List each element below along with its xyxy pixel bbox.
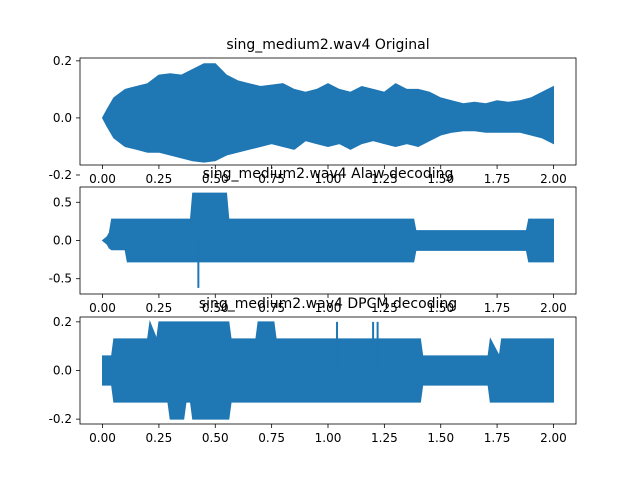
- chart-title-2: sing_medium2.wav4 DPCM decoding: [199, 296, 457, 312]
- y-tick-label-1-0: -0.5: [49, 272, 72, 286]
- x-tick-label-2-2: 0.50: [202, 431, 229, 445]
- y-tick-label-0-1: 0.0: [53, 111, 72, 125]
- y-tick-label-0-0: -0.2: [49, 168, 72, 182]
- series-band-1-0: [101, 192, 554, 263]
- x-tick-label-0-0: 0.00: [89, 172, 116, 186]
- y-tick-label-2-2: 0.2: [53, 315, 72, 329]
- x-tick-label-1-2: 0.50: [202, 301, 229, 315]
- chart-title-1: sing_medium2.wav4 Alaw decoding: [203, 166, 454, 182]
- x-tick-label-2-7: 1.75: [484, 431, 511, 445]
- y-tick-label-1-1: 0.0: [53, 234, 72, 248]
- series-band-2-0: [102, 319, 554, 420]
- x-tick-label-2-5: 1.25: [371, 431, 398, 445]
- subplot-0: 0.00 0.25 0.50 0.75 1.00 1.25 1.50 1.75 2.00 -0.2…: [49, 37, 577, 186]
- x-tick-label-2-6: 1.50: [427, 431, 454, 445]
- x-tick-label-0-1: 0.25: [146, 172, 173, 186]
- x-tick-label-0-2: 0.50: [202, 172, 229, 186]
- x-tick-label-1-8: 2.00: [540, 301, 567, 315]
- x-tick-label-1-6: 1.50: [427, 301, 454, 315]
- x-tick-label-2-1: 0.25: [146, 431, 173, 445]
- y-tick-label-0-2: 0.2: [53, 54, 72, 68]
- x-tick-label-0-4: 1.00: [315, 172, 342, 186]
- x-tick-label-1-7: 1.75: [484, 301, 511, 315]
- x-tick-label-1-1: 0.25: [146, 301, 173, 315]
- y-tick-label-1-2: 0.5: [53, 195, 72, 209]
- x-tick-label-2-3: 0.75: [258, 431, 285, 445]
- x-tick-label-0-8: 2.00: [540, 172, 567, 186]
- x-tick-label-2-8: 2.00: [540, 431, 567, 445]
- x-tick-label-0-5: 1.25: [371, 172, 398, 186]
- chart-title-0: sing_medium2.wav4 Original: [226, 37, 429, 53]
- x-tick-label-2-4: 1.00: [315, 431, 342, 445]
- x-tick-label-1-0: 0.00: [89, 301, 116, 315]
- subplot-1: 0.00 0.25 0.50 0.75 1.00 1.25 1.50 1.75 2.00 -0.5…: [49, 166, 577, 315]
- x-tick-label-1-4: 1.00: [315, 301, 342, 315]
- x-tick-label-0-3: 0.75: [258, 172, 285, 186]
- series-band-0-0: [101, 63, 554, 163]
- x-tick-label-1-3: 0.75: [258, 301, 285, 315]
- x-tick-label-0-7: 1.75: [484, 172, 511, 186]
- x-tick-label-2-0: 0.00: [89, 431, 116, 445]
- x-tick-label-0-6: 1.50: [427, 172, 454, 186]
- y-tick-label-2-0: -0.2: [49, 412, 72, 426]
- y-tick-label-2-1: 0.0: [53, 364, 72, 378]
- x-tick-label-1-5: 1.25: [371, 301, 398, 315]
- subplot-2: 0.00 0.25 0.50 0.75 1.00 1.25 1.50 1.75 2.00 -0.2…: [49, 296, 577, 445]
